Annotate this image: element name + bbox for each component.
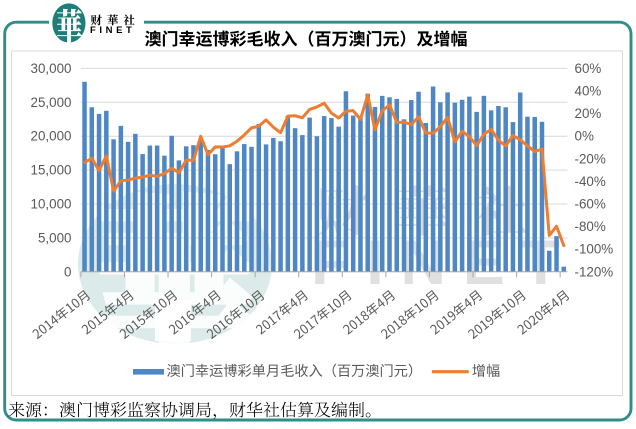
svg-text:25,000: 25,000	[31, 95, 72, 110]
svg-text:20,000: 20,000	[31, 129, 72, 144]
svg-text:-120%: -120%	[575, 264, 614, 279]
svg-text:10,000: 10,000	[31, 197, 72, 212]
svg-text:30,000: 30,000	[31, 61, 72, 76]
svg-text:-60%: -60%	[575, 197, 606, 212]
svg-text:0%: 0%	[575, 129, 594, 144]
svg-text:-80%: -80%	[575, 219, 606, 234]
svg-text:15,000: 15,000	[31, 163, 72, 178]
svg-text:-20%: -20%	[575, 151, 606, 166]
svg-text:-40%: -40%	[575, 174, 606, 189]
svg-text:5,000: 5,000	[38, 230, 72, 245]
svg-text:40%: 40%	[575, 84, 602, 99]
svg-text:FINET: FINET	[90, 25, 135, 36]
svg-text:20%: 20%	[575, 106, 602, 121]
svg-text:-100%: -100%	[575, 242, 614, 257]
svg-text:60%: 60%	[575, 61, 602, 76]
svg-text:0: 0	[64, 264, 71, 279]
